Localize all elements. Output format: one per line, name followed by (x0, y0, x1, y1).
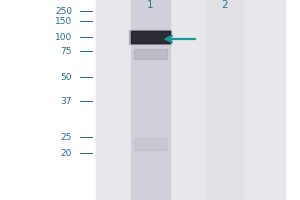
Bar (207, 0, 243, 200)
Bar (130, 0, 170, 200)
Text: 25: 25 (61, 133, 72, 142)
Bar (96, 0, 285, 200)
Text: 20: 20 (61, 148, 72, 158)
Text: 250: 250 (55, 6, 72, 16)
Bar (134, 138, 166, 150)
Bar (129, 30, 171, 44)
Text: 100: 100 (55, 32, 72, 42)
Text: 50: 50 (61, 72, 72, 82)
Text: 150: 150 (55, 17, 72, 25)
Bar (130, 31, 170, 43)
Text: 75: 75 (61, 46, 72, 55)
Text: 37: 37 (61, 97, 72, 106)
Text: 1: 1 (147, 0, 153, 10)
Bar (134, 49, 166, 59)
Text: 2: 2 (222, 0, 228, 10)
